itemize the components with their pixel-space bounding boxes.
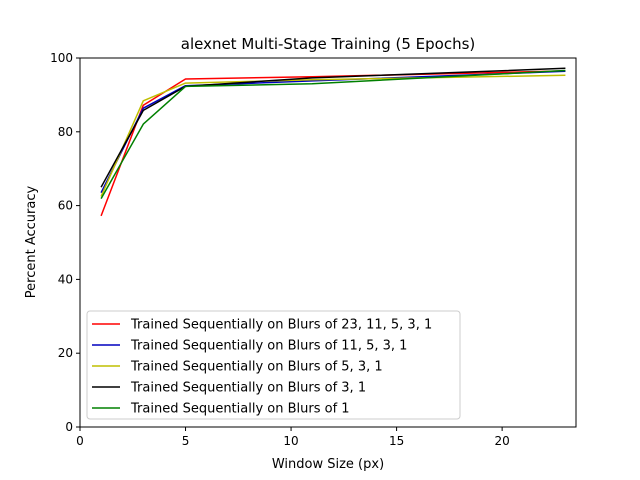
x-tick-label: 20 — [494, 434, 509, 448]
x-tick-label: 15 — [389, 434, 404, 448]
series-line-4 — [100, 67, 566, 188]
y-tick-label: 60 — [58, 199, 73, 213]
series-line-3 — [100, 74, 566, 197]
legend-label-4: Trained Sequentially on Blurs of 3, 1 — [130, 381, 366, 396]
x-tick-label: 10 — [283, 434, 298, 448]
y-axis-label: Percent Accuracy — [24, 185, 39, 298]
legend-label-2: Trained Sequentially on Blurs of 11, 5, … — [130, 339, 407, 354]
x-axis-label: Window Size (px) — [272, 457, 384, 472]
y-tick-label: 20 — [58, 346, 73, 360]
legend-label-5: Trained Sequentially on Blurs of 1 — [130, 402, 350, 417]
x-tick-label: 5 — [182, 434, 190, 448]
y-tick-label: 40 — [58, 272, 73, 286]
y-tick-label: 100 — [50, 51, 73, 65]
legend-box — [86, 310, 461, 420]
series-layer — [100, 67, 566, 217]
y-tick-label: 0 — [65, 420, 73, 434]
series-line-1 — [100, 70, 566, 217]
legend-label-3: Trained Sequentially on Blurs of 5, 3, 1 — [130, 360, 383, 375]
x-axis-ticks: 0 5 10 15 20 — [76, 427, 510, 448]
series-line-5 — [100, 69, 566, 199]
legend: Trained Sequentially on Blurs of 23, 11,… — [86, 310, 461, 420]
legend-label-1: Trained Sequentially on Blurs of 23, 11,… — [130, 318, 432, 333]
y-axis-ticks: 0 20 40 60 80 100 — [50, 51, 80, 434]
plot-frame — [79, 57, 577, 428]
y-tick-label: 80 — [58, 125, 73, 139]
x-tick-label: 0 — [76, 434, 84, 448]
chart-title: alexnet Multi-Stage Training (5 Epochs) — [181, 35, 476, 53]
